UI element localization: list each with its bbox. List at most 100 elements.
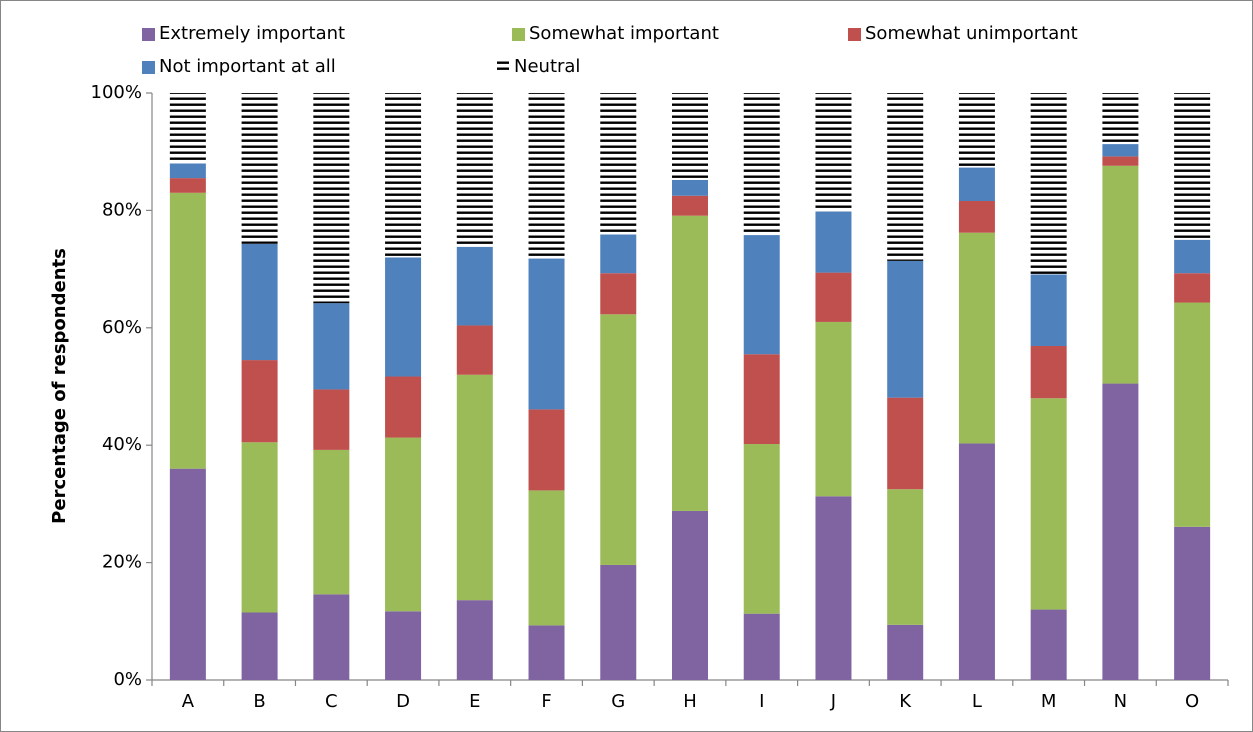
- legend-label: Somewhat important: [529, 23, 719, 44]
- x-tick-label: F: [541, 691, 551, 712]
- bar-segment: [241, 612, 278, 680]
- legend-swatch: [142, 61, 155, 74]
- bar-segment: [887, 260, 924, 398]
- bar-segment: [456, 93, 493, 247]
- x-tick-label: L: [972, 691, 982, 712]
- x-tick-label: N: [1114, 691, 1127, 712]
- bar-segment: [887, 489, 924, 625]
- bar-segment: [313, 594, 350, 680]
- bar-segment: [1174, 239, 1211, 274]
- x-tick-label: I: [759, 691, 764, 712]
- bar-segment: [528, 490, 565, 626]
- bar-segment: [672, 510, 708, 680]
- bar-segment: [1102, 144, 1139, 157]
- bar-segment: [743, 235, 780, 355]
- bar-segment: [815, 93, 852, 212]
- bar-segment: [169, 192, 206, 469]
- bar-segment: [456, 374, 493, 601]
- bar-segment: [600, 273, 637, 315]
- x-tick-label: M: [1041, 691, 1057, 712]
- x-tick-label: J: [830, 691, 836, 712]
- bar-segment: [1102, 156, 1139, 166]
- y-tick-label: 0%: [113, 669, 142, 690]
- bar-segment: [313, 389, 350, 450]
- legend-label: Neutral: [514, 56, 580, 77]
- bar-segment: [528, 258, 565, 410]
- bar-segment: [169, 163, 206, 179]
- bar-segment: [600, 93, 637, 235]
- bar-segment: [600, 564, 637, 680]
- bar-segment: [1174, 273, 1211, 303]
- bar-segment: [815, 211, 852, 273]
- bar-segment: [1030, 609, 1067, 680]
- y-tick-label: 20%: [102, 552, 142, 573]
- x-tick-label: A: [182, 691, 195, 712]
- bar-segment: [385, 376, 422, 438]
- bar-segment: [241, 442, 278, 613]
- bar-segment: [1030, 93, 1067, 275]
- bar-segment: [743, 444, 780, 614]
- bar-segment: [385, 257, 422, 377]
- y-tick-label: 60%: [102, 317, 142, 338]
- bar-segment: [528, 93, 565, 259]
- bar-segment: [528, 409, 565, 491]
- bar-segment: [1174, 302, 1211, 527]
- bar-segment: [958, 232, 995, 444]
- bar-segment: [672, 215, 708, 511]
- bar-segment: [743, 613, 780, 680]
- x-tick-label: O: [1185, 691, 1199, 712]
- bar-segment: [528, 625, 565, 680]
- bar-segment: [958, 443, 995, 680]
- bar-segment: [600, 234, 637, 274]
- bar-segment: [1030, 398, 1067, 610]
- x-tick-label: C: [325, 691, 338, 712]
- x-tick-label: D: [396, 691, 410, 712]
- bar-segment: [887, 624, 924, 680]
- bar-segment: [958, 201, 995, 233]
- bar-segment: [169, 178, 206, 193]
- bar-segment: [313, 449, 350, 595]
- x-tick-label: B: [253, 691, 265, 712]
- bar-segment: [1030, 274, 1067, 346]
- bar-segment: [241, 360, 278, 443]
- bar-segment: [815, 272, 852, 322]
- legend-label: Somewhat unimportant: [865, 23, 1078, 44]
- bar-segment: [672, 195, 708, 216]
- legend-label: Extremely important: [159, 23, 345, 44]
- bar-segment: [313, 303, 350, 390]
- x-tick-label: H: [683, 691, 697, 712]
- y-axis-label: Percentage of respondents: [49, 248, 70, 524]
- bar-segment: [743, 354, 780, 445]
- bar-segment: [241, 243, 278, 361]
- bar-segment: [169, 93, 206, 164]
- legend-swatch: [512, 28, 525, 41]
- bar-segment: [1102, 165, 1139, 384]
- y-tick-label: 100%: [91, 82, 142, 103]
- bar-segment: [1102, 383, 1139, 680]
- legend-swatch: [848, 28, 861, 41]
- bar-segment: [672, 179, 708, 196]
- x-tick-label: G: [611, 691, 625, 712]
- bar-segment: [958, 93, 995, 168]
- bar-segment: [743, 93, 780, 236]
- legend-swatch: [497, 59, 509, 73]
- bar-segment: [887, 397, 924, 490]
- bar-segment: [456, 246, 493, 326]
- legend-label: Not important at all: [159, 56, 336, 77]
- bar-segment: [385, 93, 422, 258]
- bar-segment: [1174, 93, 1211, 240]
- bar-segment: [1102, 93, 1139, 145]
- bar-segment: [385, 437, 422, 612]
- y-tick-label: 40%: [102, 434, 142, 455]
- bar-segment: [672, 93, 708, 180]
- bar-segment: [241, 93, 278, 244]
- bar-segment: [600, 314, 637, 565]
- bar-segment: [169, 468, 206, 680]
- y-tick-label: 80%: [102, 199, 142, 220]
- bar-segment: [887, 93, 924, 261]
- bar-segment: [456, 600, 493, 680]
- x-tick-label: K: [899, 691, 912, 712]
- bar-segment: [313, 93, 350, 304]
- bar-segment: [958, 167, 995, 202]
